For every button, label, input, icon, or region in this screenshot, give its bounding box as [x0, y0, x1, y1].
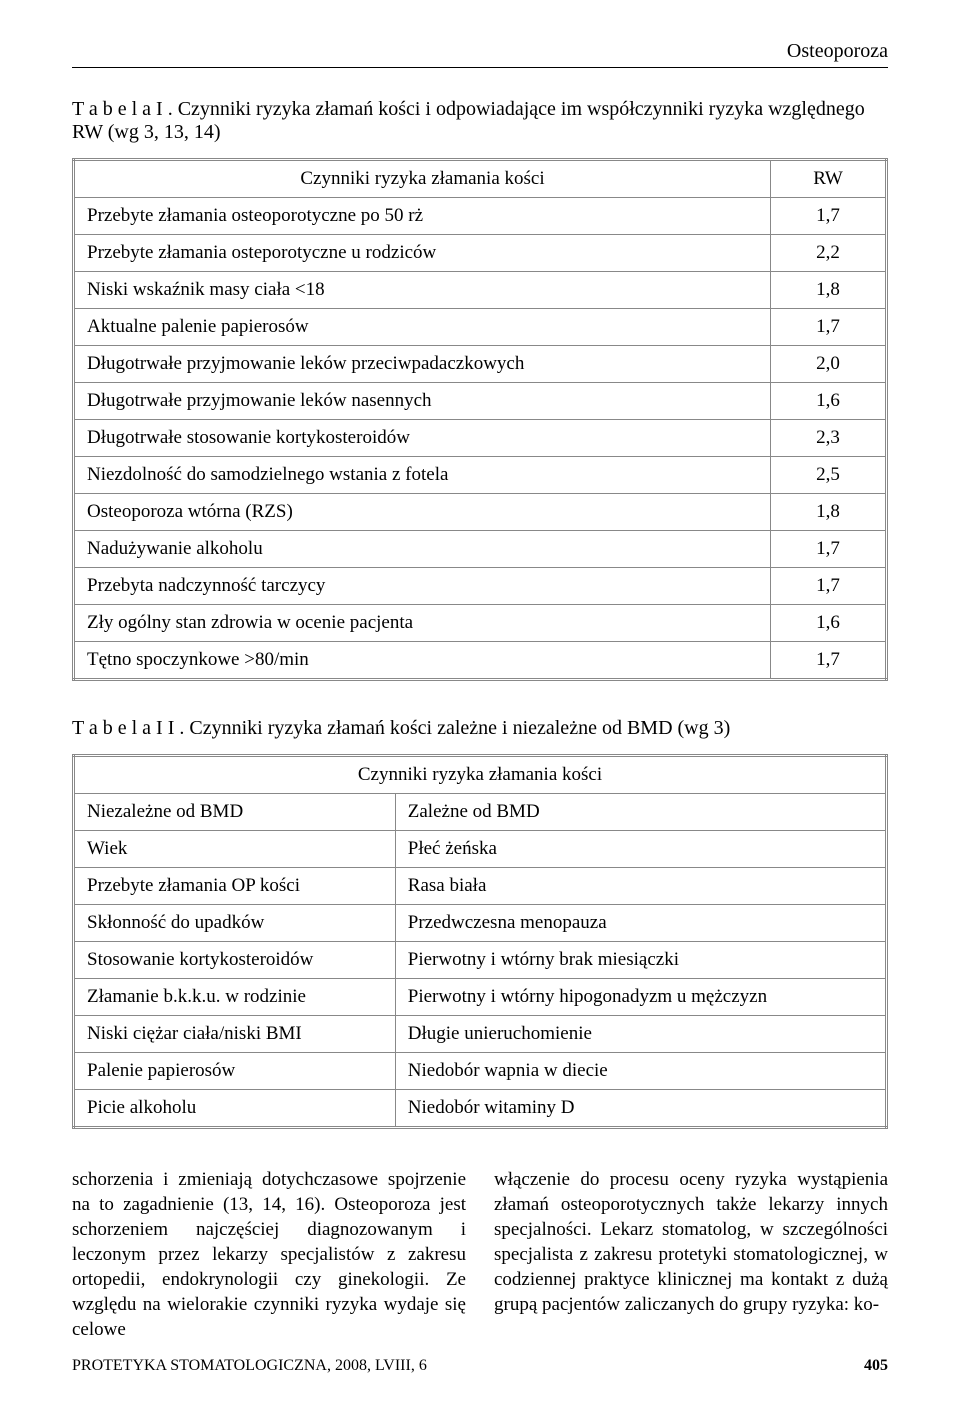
table-row: Złamanie b.k.k.u. w rodziniePierwotny i … — [74, 979, 887, 1016]
table1-cell-value: 2,0 — [771, 346, 887, 383]
table1-cell-value: 2,2 — [771, 235, 887, 272]
table-row: Skłonność do upadkówPrzedwczesna menopau… — [74, 905, 887, 942]
table-1: Czynniki ryzyka złamania kości RW Przeby… — [72, 158, 888, 681]
footer-journal: PROTETYKA STOMATOLOGICZNA, 2008, LVIII, … — [72, 1357, 427, 1375]
table1-caption: T a b e l a I . Czynniki ryzyka złamań k… — [72, 98, 888, 144]
table2-cell-left: Niski ciężar ciała/niski BMI — [74, 1016, 396, 1053]
running-head: Osteoporoza — [72, 40, 888, 63]
table1-cell-value: 1,7 — [771, 642, 887, 680]
table-row: Stosowanie kortykosteroidówPierwotny i w… — [74, 942, 887, 979]
table-row: Aktualne palenie papierosów1,7 — [74, 309, 887, 346]
table1-cell-label: Zły ogólny stan zdrowia w ocenie pacjent… — [74, 605, 771, 642]
table-2: Czynniki ryzyka złamania kości Niezależn… — [72, 754, 888, 1129]
table2-caption: T a b e l a I I . Czynniki ryzyka złamań… — [72, 717, 888, 740]
table1-cell-label: Długotrwałe przyjmowanie leków nasennych — [74, 383, 771, 420]
table2-cell-right: Zależne od BMD — [395, 794, 886, 831]
table-row: Przebyte złamania osteoporotyczne po 50 … — [74, 198, 887, 235]
table2-cell-right: Rasa biała — [395, 868, 886, 905]
table1-cell-label: Osteoporoza wtórna (RZS) — [74, 494, 771, 531]
table-row: Niezależne od BMDZależne od BMD — [74, 794, 887, 831]
table-row: Długotrwałe stosowanie kortykosteroidów2… — [74, 420, 887, 457]
table-row: Zły ogólny stan zdrowia w ocenie pacjent… — [74, 605, 887, 642]
table2-cell-left: Złamanie b.k.k.u. w rodzinie — [74, 979, 396, 1016]
table-row: WiekPłeć żeńska — [74, 831, 887, 868]
table2-cell-right: Niedobór wapnia w diecie — [395, 1053, 886, 1090]
table2-cell-right: Pierwotny i wtórny brak miesiączki — [395, 942, 886, 979]
table-row: Nadużywanie alkoholu1,7 — [74, 531, 887, 568]
body-col-left: schorzenia i zmieniają dotychczasowe spo… — [72, 1167, 466, 1343]
footer-page-number: 405 — [864, 1357, 888, 1375]
table1-cell-label: Przebyte złamania osteporotyczne u rodzi… — [74, 235, 771, 272]
table1-cell-label: Długotrwałe stosowanie kortykosteroidów — [74, 420, 771, 457]
table1-cell-value: 1,8 — [771, 494, 887, 531]
table-row: Palenie papierosówNiedobór wapnia w diec… — [74, 1053, 887, 1090]
table1-cell-value: 2,3 — [771, 420, 887, 457]
table1-cell-label: Długotrwałe przyjmowanie leków przeciwpa… — [74, 346, 771, 383]
table1-header-right: RW — [771, 160, 887, 198]
table1-cell-label: Niski wskaźnik masy ciała <18 — [74, 272, 771, 309]
body-columns: schorzenia i zmieniają dotychczasowe spo… — [72, 1167, 888, 1343]
header-rule — [72, 67, 888, 68]
table2-cell-right: Przedwczesna menopauza — [395, 905, 886, 942]
table-row: Przebyte złamania OP kościRasa biała — [74, 868, 887, 905]
table2-cell-left: Niezależne od BMD — [74, 794, 396, 831]
table1-cell-label: Przebyte złamania osteoporotyczne po 50 … — [74, 198, 771, 235]
table1-header-left: Czynniki ryzyka złamania kości — [74, 160, 771, 198]
table1-cell-label: Tętno spoczynkowe >80/min — [74, 642, 771, 680]
table2-cell-left: Palenie papierosów — [74, 1053, 396, 1090]
table2-cell-right: Długie unieruchomienie — [395, 1016, 886, 1053]
table1-cell-value: 1,8 — [771, 272, 887, 309]
table-row: Niski wskaźnik masy ciała <181,8 — [74, 272, 887, 309]
table-row: Przebyte złamania osteporotyczne u rodzi… — [74, 235, 887, 272]
table1-cell-label: Nadużywanie alkoholu — [74, 531, 771, 568]
table2-cell-left: Przebyte złamania OP kości — [74, 868, 396, 905]
table1-cell-value: 1,6 — [771, 605, 887, 642]
table-row: Przebyta nadczynność tarczycy1,7 — [74, 568, 887, 605]
table-row: Niski ciężar ciała/niski BMIDługie unier… — [74, 1016, 887, 1053]
table2-cell-right: Pierwotny i wtórny hipogonadyzm u mężczy… — [395, 979, 886, 1016]
table1-cell-value: 1,6 — [771, 383, 887, 420]
table1-cell-value: 2,5 — [771, 457, 887, 494]
table-row: Długotrwałe przyjmowanie leków przeciwpa… — [74, 346, 887, 383]
table2-cell-right: Niedobór witaminy D — [395, 1090, 886, 1128]
table1-cell-value: 1,7 — [771, 531, 887, 568]
table1-cell-value: 1,7 — [771, 198, 887, 235]
table-row: Osteoporoza wtórna (RZS)1,8 — [74, 494, 887, 531]
table2-cell-right: Płeć żeńska — [395, 831, 886, 868]
table1-cell-label: Aktualne palenie papierosów — [74, 309, 771, 346]
table1-cell-value: 1,7 — [771, 568, 887, 605]
table2-cell-left: Wiek — [74, 831, 396, 868]
table-row: Długotrwałe przyjmowanie leków nasennych… — [74, 383, 887, 420]
table1-cell-label: Niezdolność do samodzielnego wstania z f… — [74, 457, 771, 494]
table2-span-header: Czynniki ryzyka złamania kości — [74, 756, 887, 794]
table-row: Picie alkoholuNiedobór witaminy D — [74, 1090, 887, 1128]
table1-cell-label: Przebyta nadczynność tarczycy — [74, 568, 771, 605]
table2-cell-left: Skłonność do upadków — [74, 905, 396, 942]
table-row: Niezdolność do samodzielnego wstania z f… — [74, 457, 887, 494]
page-footer: PROTETYKA STOMATOLOGICZNA, 2008, LVIII, … — [72, 1357, 888, 1375]
body-col-right: włączenie do procesu oceny ryzyka wystąp… — [494, 1167, 888, 1343]
table1-cell-value: 1,7 — [771, 309, 887, 346]
table-row: Tętno spoczynkowe >80/min1,7 — [74, 642, 887, 680]
table2-cell-left: Picie alkoholu — [74, 1090, 396, 1128]
table2-cell-left: Stosowanie kortykosteroidów — [74, 942, 396, 979]
